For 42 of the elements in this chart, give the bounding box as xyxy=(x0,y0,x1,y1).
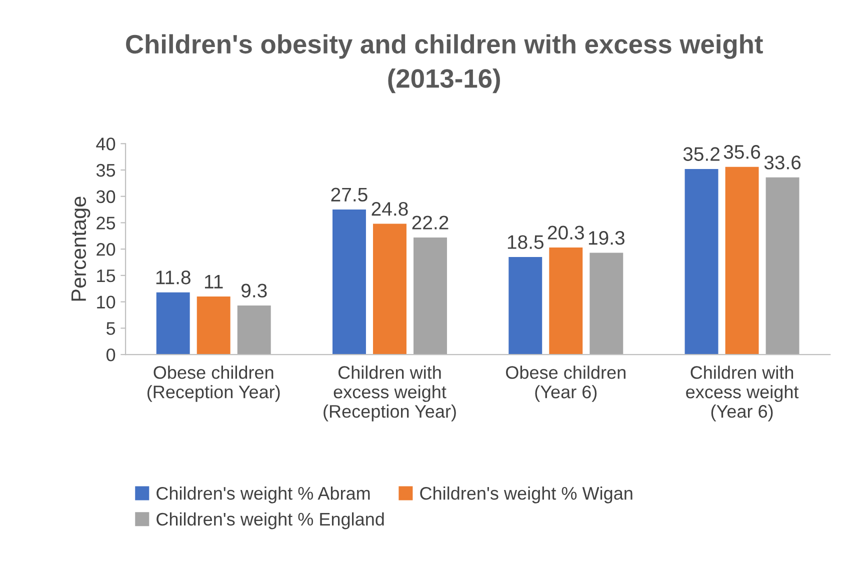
bar xyxy=(684,168,718,355)
legend-label: Children's weight % England xyxy=(156,512,384,530)
x-tick-label: Children with excess weight (Reception Year) xyxy=(324,366,456,422)
y-tick-label: 20 xyxy=(96,243,116,256)
bar xyxy=(508,257,542,355)
data-label: 22.2 xyxy=(412,216,448,230)
data-label: 18.5 xyxy=(508,235,544,249)
bar xyxy=(549,248,583,355)
y-tick-label: 5 xyxy=(106,322,116,335)
legend-label: Children's weight % Wigan xyxy=(420,486,632,504)
bar xyxy=(725,166,759,355)
legend-label: Children's weight % Abram xyxy=(156,486,370,504)
data-label: 11 xyxy=(204,274,223,288)
y-tick-label: 10 xyxy=(97,296,116,309)
y-tick-label: 30 xyxy=(96,190,116,204)
x-tick-label: Children with excess weight (Year 6) xyxy=(686,366,799,422)
data-label: 27.5 xyxy=(331,188,368,202)
y-tick-label: 15 xyxy=(97,270,116,282)
data-label: 20.3 xyxy=(548,226,584,240)
chart-title: Children's obesity and children with excess weight (2013-16) xyxy=(126,34,763,94)
data-label: 35.6 xyxy=(724,145,760,159)
bar xyxy=(590,252,624,355)
bar xyxy=(332,210,366,355)
data-label: 9.3 xyxy=(242,284,267,298)
y-tick-label: 25 xyxy=(96,216,116,230)
bar xyxy=(156,292,190,355)
y-tick-label: 0 xyxy=(106,348,116,362)
data-label: 33.6 xyxy=(764,156,801,170)
y-tick-label: 40 xyxy=(96,138,116,150)
bar xyxy=(373,224,406,355)
data-label: 24.8 xyxy=(372,202,408,216)
data-label: 19.3 xyxy=(588,231,624,245)
x-tick-label: Obese children (Year 6) xyxy=(506,366,626,402)
data-label: 11.8 xyxy=(156,270,190,284)
x-tick-label: Obese children (Reception Year) xyxy=(147,366,280,402)
bar xyxy=(414,237,447,355)
bar xyxy=(766,177,800,355)
y-tick-label: 35 xyxy=(96,164,116,177)
bar xyxy=(196,296,230,355)
bar xyxy=(237,306,271,355)
data-label: 35.2 xyxy=(683,147,720,161)
y-axis-title: Percentage xyxy=(72,196,90,301)
